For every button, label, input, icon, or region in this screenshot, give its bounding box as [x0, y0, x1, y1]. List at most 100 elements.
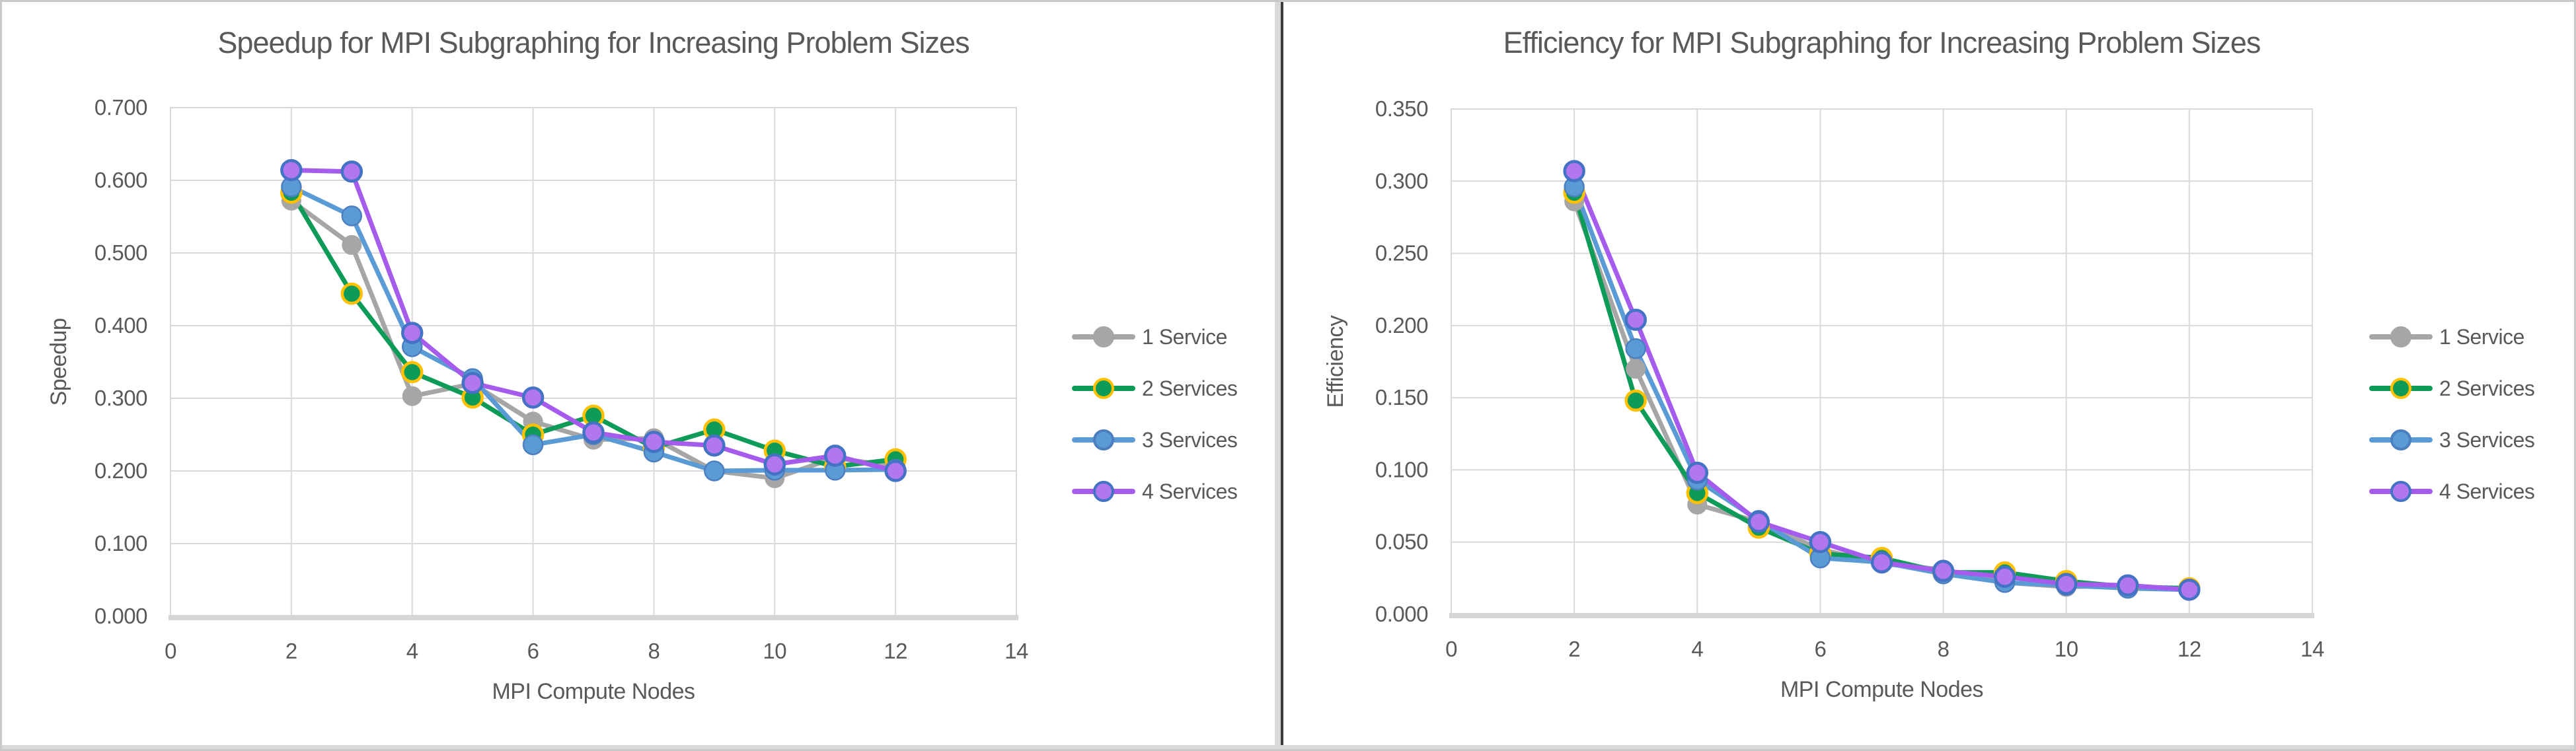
- x-axis-title: MPI Compute Nodes: [1780, 677, 1983, 702]
- legend-label: 1 Service: [1142, 324, 1227, 349]
- legend-marker-icon: [2369, 423, 2433, 457]
- y-tick-label: 0.350: [1375, 96, 1428, 121]
- legend-label: 4 Services: [1142, 479, 1238, 503]
- y-tick-label: 0.000: [95, 604, 147, 628]
- window-bottom-edge: [0, 745, 2576, 751]
- data-point-marker-4-services: [884, 460, 907, 482]
- data-point-marker-4-services: [1686, 462, 1709, 484]
- legend-item: 2 Services: [1072, 371, 1238, 406]
- legend-item: 1 Service: [2369, 320, 2534, 354]
- y-tick-label: 0.500: [95, 240, 147, 265]
- data-point-marker-4-services: [1993, 565, 2016, 588]
- data-point-marker-4-services: [1747, 511, 1770, 533]
- data-point-marker-4-services: [1870, 551, 1893, 574]
- data-point-marker-4-services: [642, 431, 665, 453]
- data-point-marker-4-services: [2117, 574, 2139, 597]
- legend-marker-icon: [1072, 474, 1135, 509]
- legend: 1 Service 2 Services 3 Services 4 Servic…: [2369, 320, 2535, 509]
- legend-label: 3 Services: [1142, 427, 1238, 452]
- x-tick-label: 4: [406, 639, 418, 663]
- chart-title: Speedup for MPI Subgraphing for Increasi…: [217, 26, 969, 59]
- legend-label: 2 Services: [1142, 376, 1238, 400]
- data-point-marker-3-services: [704, 460, 725, 482]
- panel-divider-light: [1275, 0, 1281, 751]
- x-tick-label: 12: [2178, 637, 2201, 661]
- chart-title: Efficiency for MPI Subgraphing for Incre…: [1503, 26, 2261, 59]
- y-tick-label: 0.200: [1375, 313, 1428, 338]
- data-point-marker-4-services: [582, 421, 605, 444]
- data-point-marker-2-services: [400, 361, 424, 384]
- y-tick-label: 0.000: [1375, 602, 1428, 626]
- data-point-marker-3-services: [1625, 338, 1646, 359]
- x-tick-label: 2: [1568, 637, 1580, 661]
- x-tick-label: 10: [2055, 637, 2078, 661]
- x-tick-label: 0: [165, 639, 176, 663]
- data-point-marker-3-services: [341, 205, 363, 227]
- y-tick-label: 0.600: [95, 168, 147, 192]
- legend-marker-icon: [1072, 320, 1135, 354]
- x-tick-label: 8: [648, 639, 660, 663]
- y-axis-title: Efficiency: [1323, 315, 1348, 408]
- data-point-marker-3-services: [522, 434, 544, 456]
- legend-label: 3 Services: [2439, 427, 2535, 452]
- data-point-marker-4-services: [2178, 579, 2201, 601]
- x-tick-label: 12: [884, 639, 907, 663]
- panel-divider: [1281, 0, 1283, 751]
- data-point-marker-4-services: [763, 453, 786, 476]
- legend-item: 4 Services: [2369, 474, 2535, 509]
- data-point-marker-2-services: [340, 282, 363, 305]
- legend-marker-icon: [1072, 371, 1135, 406]
- x-axis-title: MPI Compute Nodes: [492, 679, 695, 704]
- data-point-marker-4-services: [1809, 530, 1832, 554]
- data-point-marker-4-services: [1624, 308, 1647, 331]
- data-point-marker-4-services: [461, 372, 484, 394]
- y-tick-label: 0.400: [95, 313, 147, 338]
- data-point-marker-4-services: [1932, 559, 1955, 583]
- legend-marker-icon: [2369, 320, 2433, 354]
- legend-item: 3 Services: [1072, 423, 1238, 457]
- efficiency-chart-canvas: 0 2 4 6 8 10 12 14 0.000 0.050 0.100 0.150 0.200 0.25…: [1323, 96, 2324, 702]
- legend-item: 3 Services: [2369, 423, 2535, 457]
- legend-label: 1 Service: [2439, 324, 2524, 349]
- y-tick-label: 0.050: [1375, 530, 1428, 554]
- data-point-marker-4-services: [400, 322, 424, 344]
- data-point-marker-1-service: [402, 386, 422, 406]
- x-tick-label: 6: [527, 639, 539, 663]
- efficiency-chart-panel: Efficiency for MPI Subgraphing for Incre…: [1283, 0, 2576, 751]
- speedup-chart-canvas: 0 2 4 6 8 10 12 14 0.000 0.100 0.200 0.300 0.400 0.50…: [46, 95, 1028, 704]
- x-tick-label: 6: [1814, 637, 1826, 661]
- x-tick-label: 14: [2300, 637, 2324, 661]
- speedup-chart-panel: Speedup for MPI Subgraphing for Increasi…: [0, 0, 1281, 751]
- y-tick-label: 0.700: [95, 95, 147, 120]
- legend: 1 Service 2 Services 3 Services 4 Servic…: [1072, 320, 1238, 509]
- data-point-marker-4-services: [280, 159, 303, 182]
- legend-item: 4 Services: [1072, 474, 1238, 509]
- data-point-marker-4-services: [2055, 573, 2078, 595]
- data-point-marker-4-services: [703, 434, 726, 457]
- y-tick-label: 0.200: [95, 458, 147, 483]
- y-axis-title: Speedup: [46, 318, 71, 406]
- x-tick-label: 2: [285, 639, 297, 663]
- x-tick-label: 0: [1445, 637, 1457, 661]
- y-tick-label: 0.100: [95, 531, 147, 555]
- legend-label: 4 Services: [2439, 479, 2535, 503]
- legend-item: 1 Service: [1072, 320, 1237, 354]
- data-point-marker-1-service: [1626, 359, 1646, 379]
- series-line-4-services: [1572, 168, 2192, 592]
- x-tick-label: 14: [1004, 639, 1028, 663]
- x-tick-label: 4: [1691, 637, 1703, 661]
- x-tick-label: 8: [1938, 637, 1950, 661]
- y-tick-label: 0.300: [1375, 168, 1428, 193]
- legend-marker-icon: [1072, 423, 1135, 457]
- legend-item: 2 Services: [2369, 371, 2535, 406]
- y-tick-label: 0.250: [1375, 241, 1428, 266]
- data-point-marker-4-services: [823, 445, 847, 467]
- series-line-3-services: [1572, 184, 2192, 592]
- y-tick-label: 0.300: [95, 386, 147, 410]
- legend-label: 2 Services: [2439, 376, 2535, 400]
- data-point-marker-2-services: [1624, 389, 1647, 412]
- legend-marker-icon: [2369, 371, 2433, 406]
- data-point-marker-1-service: [342, 234, 362, 255]
- x-axis-line: [169, 615, 1018, 620]
